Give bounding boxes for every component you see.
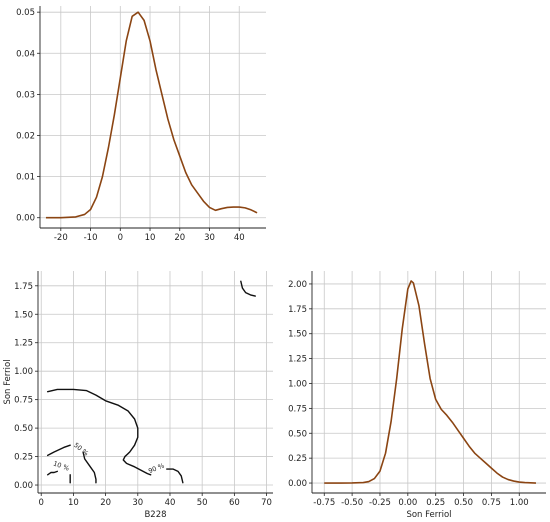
- x-tick-label: 1.00: [510, 498, 529, 508]
- x-tick-label: 50: [197, 498, 208, 508]
- kde-panel-bottom-right: -0.75 -0.50 -0.25 0.00 0.25 0.50 0.75 1.00 0.00 0…: [288, 271, 546, 520]
- y-tick-label: 0.00: [14, 481, 33, 491]
- y-tick-label: 0.75: [288, 404, 307, 414]
- y-tick-label: 1.50: [288, 330, 307, 340]
- contour-label: 10 %: [52, 459, 70, 472]
- contour-line: [46, 444, 71, 457]
- y-tick-label: 0.04: [16, 49, 35, 59]
- grid-lines: [312, 271, 546, 493]
- x-tick-label: 0.75: [482, 498, 501, 508]
- kde-panel-top-left: -20 -10 0 10 20 30 40 0.00 0.01 0.02 0.03 0.04 0.05: [16, 6, 266, 243]
- y-tick-label: 0.05: [16, 8, 35, 18]
- y-tick-label: 2.00: [288, 280, 307, 290]
- x-tick-label: 0.00: [398, 498, 417, 508]
- y-tick-label: 1.00: [288, 379, 307, 389]
- y-tick-label: 0.00: [16, 214, 35, 224]
- x-tick-label: 10: [68, 498, 79, 508]
- y-tick-label: 1.75: [288, 305, 307, 315]
- kde-density-curve: [324, 280, 536, 484]
- x-tick-label: 70: [261, 498, 272, 508]
- grid-lines: [38, 271, 273, 493]
- y-tick-label: 0.02: [16, 132, 35, 142]
- contour-label: 90 %: [147, 462, 165, 476]
- contour-panel-bottom-left: 0 10 20 30 40 50 60 70 0.00 0.25 0.50 0.75 1.00 1.25 1…: [3, 271, 273, 520]
- x-tick-label: 20: [174, 233, 185, 243]
- y-tick-label: 1.00: [14, 367, 33, 377]
- y-tick-label: 1.50: [14, 310, 33, 320]
- x-tick-label: 20: [100, 498, 111, 508]
- y-tick-label: 0.25: [288, 454, 307, 464]
- x-tick-label: -20: [54, 233, 68, 243]
- x-tick-label: 40: [234, 233, 245, 243]
- x-tick-label: 30: [204, 233, 215, 243]
- y-tick-label: 0.50: [14, 424, 33, 434]
- x-tick-label: 40: [165, 498, 176, 508]
- x-tick-label: -0.25: [369, 498, 391, 508]
- x-tick-label: 0.25: [426, 498, 445, 508]
- x-tick-label: 60: [229, 498, 240, 508]
- x-tick-label: -0.75: [313, 498, 335, 508]
- x-tick-label: 0: [118, 233, 123, 243]
- contour-line: [166, 468, 184, 484]
- kde-density-curve: [45, 11, 258, 219]
- y-tick-label: 1.75: [14, 282, 33, 292]
- contour-line: [46, 470, 59, 476]
- x-tick-label: 30: [132, 498, 143, 508]
- x-tick-label: -10: [84, 233, 98, 243]
- contour-line: [82, 451, 97, 484]
- contour-label: 50 %: [72, 441, 90, 457]
- contour-line: [46, 388, 152, 476]
- y-tick-label: 0.25: [14, 453, 33, 463]
- grid-lines: [40, 6, 266, 228]
- y-tick-label: 0.03: [16, 90, 35, 100]
- x-tick-label: 10: [145, 233, 156, 243]
- x-tick-label: 0: [39, 498, 44, 508]
- y-tick-label: 0.75: [14, 396, 33, 406]
- y-tick-label: 0.50: [288, 429, 307, 439]
- y-tick-label: 0.00: [288, 479, 307, 489]
- x-tick-label: -0.50: [341, 498, 363, 508]
- contour-line: [240, 280, 256, 297]
- x-axis-label: B228: [144, 510, 166, 520]
- y-tick-label: 1.25: [14, 339, 33, 349]
- y-tick-label: 1.25: [288, 355, 307, 365]
- y-tick-label: 0.01: [16, 173, 35, 183]
- x-tick-label: 0.50: [454, 498, 473, 508]
- x-axis-label: Son Ferriol: [406, 510, 451, 520]
- y-axis-label: Son Ferriol: [3, 359, 13, 404]
